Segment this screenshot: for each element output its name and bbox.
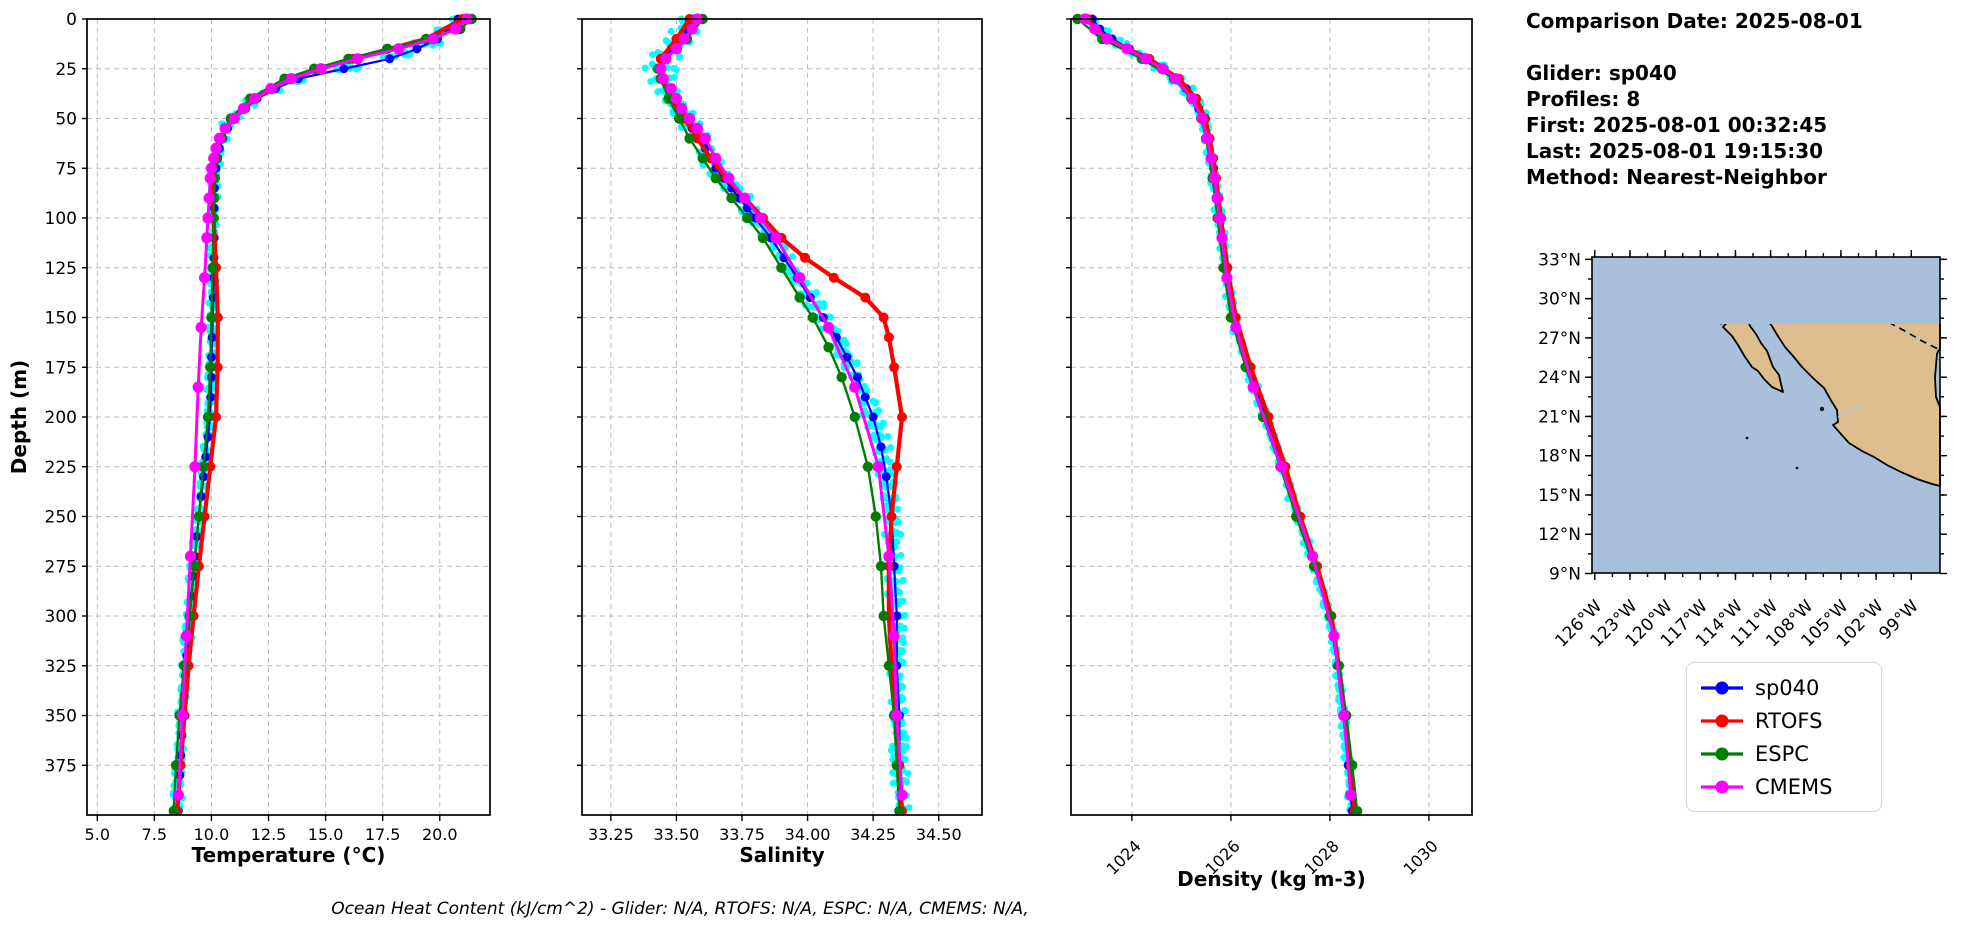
svg-text:20.0: 20.0	[422, 825, 458, 844]
axis-ticks	[577, 18, 940, 821]
map-frame	[1591, 256, 1941, 574]
svg-text:99°W: 99°W	[1875, 596, 1922, 643]
temperature-profile-chart: 5.0 7.5 10.0 12.5 15.0 17.5 20.0 0 25 50 75 100 125 1…	[7, 10, 491, 867]
svg-text:24°N: 24°N	[1538, 368, 1581, 388]
svg-text:15.0: 15.0	[308, 825, 344, 844]
svg-text:34.50: 34.50	[916, 825, 962, 844]
us-mexico-border	[1889, 324, 1941, 351]
ocean-heat-content-footnote: Ocean Heat Content (kJ/cm^2) - Glider: N…	[331, 899, 1029, 919]
glider-id-text: Glider: sp040	[1526, 61, 1677, 85]
legend-item-espc: ESPC	[1699, 737, 1867, 770]
svg-text:12°N: 12°N	[1538, 525, 1581, 545]
svg-text:10.0: 10.0	[194, 825, 230, 844]
axis-ticks	[1066, 18, 1430, 821]
legend-line-marker-icon	[1701, 714, 1743, 727]
svg-text:12.5: 12.5	[251, 825, 287, 844]
legend-line-marker-icon	[1701, 681, 1743, 694]
salinity-profile-chart: 33.25 33.50 33.75 34.00 34.25 34.50 Salinity	[577, 13, 983, 867]
svg-text:100: 100	[45, 209, 77, 229]
legend-item-rtofs: RTOFS	[1699, 704, 1867, 737]
profiles-count-text: Profiles: 8	[1526, 87, 1641, 111]
series-CMEMS	[172, 13, 473, 801]
svg-text:325: 325	[45, 657, 77, 677]
svg-text:275: 275	[45, 557, 77, 577]
svg-text:1024: 1024	[1102, 836, 1144, 878]
legend-label: ESPC	[1755, 741, 1809, 766]
svg-text:25: 25	[55, 60, 77, 80]
svg-text:27°N: 27°N	[1538, 329, 1581, 349]
svg-text:175: 175	[45, 358, 77, 378]
svg-text:33.75: 33.75	[719, 825, 765, 844]
x-axis-label: Density (kg m-3)	[1177, 867, 1366, 891]
svg-text:150: 150	[45, 309, 77, 329]
last-profile-time-text: Last: 2025-08-01 19:15:30	[1526, 139, 1824, 163]
legend-item-sp040: sp040	[1699, 671, 1867, 704]
legend-label: CMEMS	[1755, 774, 1833, 799]
map-landmass	[1722, 324, 1941, 487]
svg-text:33°N: 33°N	[1538, 250, 1581, 270]
svg-text:33.25: 33.25	[588, 825, 634, 844]
svg-text:34.00: 34.00	[785, 825, 831, 844]
info-panel: Comparison Date: 2025-08-01 Glider: sp04…	[1526, 8, 1863, 190]
svg-text:9°N: 9°N	[1549, 565, 1581, 585]
svg-text:30°N: 30°N	[1538, 290, 1581, 310]
legend-label: sp040	[1755, 675, 1820, 700]
svg-text:7.5: 7.5	[142, 825, 167, 844]
location-map: 33°N30°N27°N24°N21°N18°N15°N12°N9°N126°W…	[1538, 250, 1947, 651]
legend-line-marker-icon	[1701, 747, 1743, 760]
legend: sp040 RTOFS ESPC CMEMS	[1686, 662, 1882, 812]
svg-text:300: 300	[45, 607, 77, 627]
svg-text:125: 125	[45, 259, 77, 279]
svg-text:375: 375	[45, 756, 77, 776]
series-ESPC	[1072, 13, 1363, 815]
x-axis-label: Salinity	[739, 843, 824, 867]
series-CMEMS	[1079, 13, 1357, 801]
first-profile-time-text: First: 2025-08-01 00:32:45	[1526, 113, 1828, 137]
series-sp040	[1087, 14, 1357, 815]
svg-text:250: 250	[45, 508, 77, 528]
series-RTOFS	[1082, 14, 1360, 815]
svg-text:21°N: 21°N	[1538, 407, 1581, 427]
gridlines	[582, 19, 982, 815]
svg-text:1030: 1030	[1400, 836, 1442, 878]
svg-text:15°N: 15°N	[1538, 486, 1581, 506]
legend-line-marker-icon	[1701, 780, 1743, 793]
svg-text:17.5: 17.5	[365, 825, 401, 844]
axis-tick-labels: 5.0 7.5 10.0 12.5 15.0 17.5 20.0 0 25 50 75 100 125 1…	[45, 10, 458, 844]
axis-tick-labels: 33.25 33.50 33.75 34.00 34.25 34.50	[588, 825, 962, 844]
gridlines	[87, 19, 490, 815]
y-axis-label: Depth (m)	[7, 360, 31, 474]
legend-item-cmems: CMEMS	[1699, 770, 1867, 803]
legend-label: RTOFS	[1755, 708, 1823, 733]
svg-text:0: 0	[66, 10, 77, 30]
map-islands	[1719, 324, 1825, 470]
glider-raw-scatter	[1084, 15, 1358, 814]
svg-text:200: 200	[45, 408, 77, 428]
svg-text:350: 350	[45, 707, 77, 727]
svg-text:225: 225	[45, 458, 77, 478]
svg-text:5.0: 5.0	[85, 825, 110, 844]
spacer	[1526, 34, 1863, 60]
comparison-date-text: Comparison Date: 2025-08-01	[1526, 9, 1863, 33]
method-text: Method: Nearest-Neighbor	[1526, 165, 1827, 189]
svg-text:34.25: 34.25	[850, 825, 896, 844]
x-axis-label: Temperature (°C)	[192, 843, 386, 867]
svg-text:75: 75	[55, 159, 77, 179]
svg-text:33.50: 33.50	[654, 825, 700, 844]
svg-text:18°N: 18°N	[1538, 447, 1581, 467]
series-ESPC	[652, 13, 905, 815]
gridlines	[1071, 19, 1472, 815]
series-CMEMS	[655, 13, 908, 801]
axis-ticks	[82, 18, 441, 821]
svg-text:50: 50	[55, 110, 77, 130]
